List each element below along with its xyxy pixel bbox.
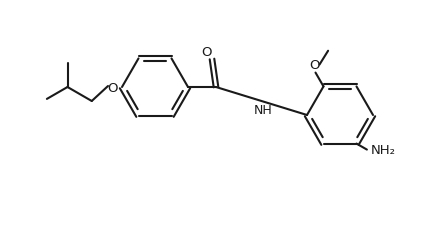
Text: NH: NH: [254, 104, 273, 117]
Text: O: O: [309, 59, 320, 72]
Text: NH₂: NH₂: [370, 144, 396, 156]
Text: O: O: [108, 81, 118, 94]
Text: O: O: [202, 45, 212, 58]
